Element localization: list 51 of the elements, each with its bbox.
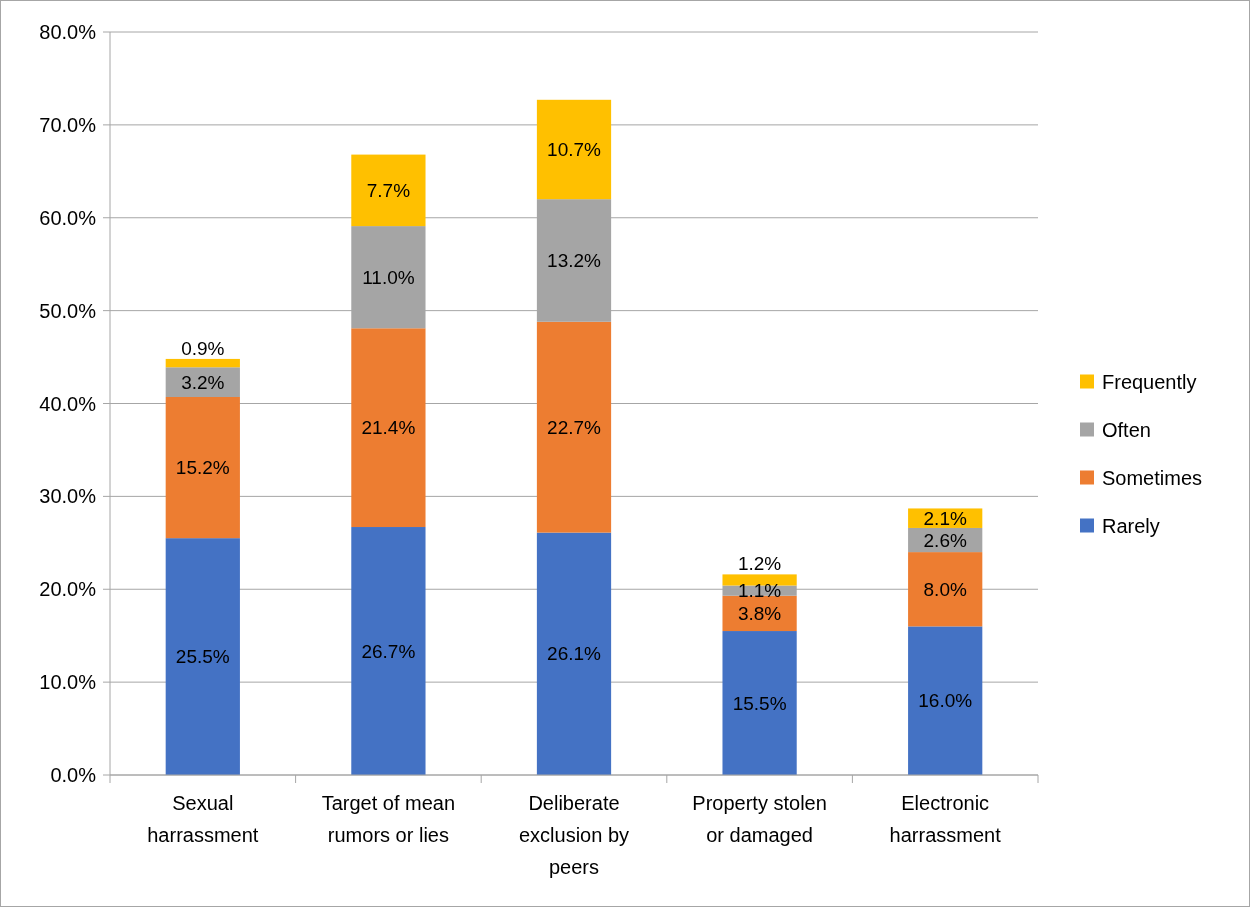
data-label: 0.9% [181,337,225,359]
data-label: 26.7% [361,640,416,662]
legend-label: Rarely [1102,514,1160,537]
y-tick-label: 80.0% [39,21,97,43]
y-tick-label: 50.0% [39,299,97,322]
data-label: 10.7% [547,139,602,161]
x-tick-label: Electronic harrassment [889,792,1002,846]
bar [722,631,797,775]
data-label: 15.2% [175,457,230,479]
legend-label: Sometimes [1102,466,1203,489]
bar [165,397,240,539]
data-label: 3.8% [737,603,782,625]
y-tick-label: 40.0% [39,392,97,415]
legend-label: Frequently [1102,370,1197,393]
data-label: 2.1% [923,507,967,529]
data-label: 8.0% [923,578,967,600]
bar [165,358,240,368]
x-tick-label: Sexual harrassment [147,792,259,846]
bar [351,154,426,227]
bar [351,527,426,775]
bar [165,538,240,775]
y-tick-label: 0.0% [50,764,97,786]
data-label: 3.2% [181,371,225,393]
legend-label: Often [1102,418,1151,441]
x-tick-label: Target of mean rumors or lies [321,792,456,846]
data-label: 1.2% [737,553,782,575]
bar [536,321,612,533]
bar [536,532,612,775]
bar [908,626,983,775]
data-label: 7.7% [366,180,411,201]
y-tick-label: 10.0% [39,671,97,694]
y-tick-label: 20.0% [39,578,97,601]
bar [351,328,426,528]
data-label: 16.0% [918,690,973,712]
data-label: 26.1% [547,643,602,665]
bar [908,552,983,627]
y-tick-label: 30.0% [39,485,97,508]
data-label: 25.5% [175,646,230,668]
data-label: 1.1% [737,580,782,602]
y-tick-label: 60.0% [39,206,97,229]
data-label: 13.2% [547,250,602,272]
bar [722,574,797,586]
x-tick-label: Property stolen or damaged [692,792,827,846]
data-label: 11.0% [362,266,415,288]
data-label: 15.5% [732,692,787,714]
x-tick-label: Deliberate exclusion by peers [518,792,630,878]
bar [536,99,612,200]
data-label: 22.7% [547,416,602,438]
data-label: 21.4% [361,417,416,439]
data-label: 2.6% [923,529,967,551]
y-tick-label: 70.0% [39,113,97,136]
